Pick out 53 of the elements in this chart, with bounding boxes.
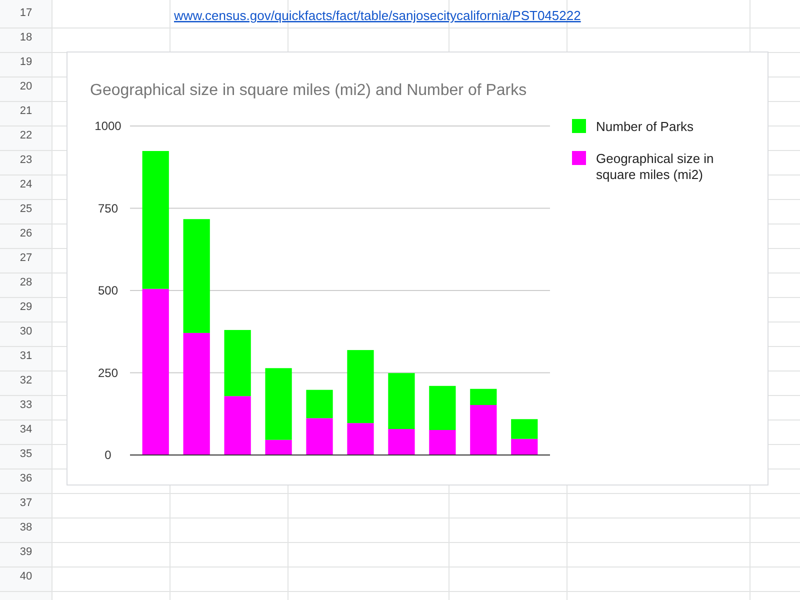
text: 18 xyxy=(20,32,32,44)
bar xyxy=(224,330,251,396)
text: 24 xyxy=(20,178,32,190)
y-tick-label: 1000 xyxy=(94,119,122,133)
y-tick-label: 500 xyxy=(98,284,118,298)
bar xyxy=(142,151,169,289)
text: 27 xyxy=(20,252,32,264)
y-tick-label: 750 xyxy=(98,201,118,216)
text: 28 xyxy=(20,276,32,288)
chart-title: Geographical size in square miles (mi2) and Number of Parks xyxy=(90,82,527,99)
bar xyxy=(511,438,538,455)
text: 19 xyxy=(20,56,32,68)
text: 38 xyxy=(20,522,32,534)
bar xyxy=(429,430,456,455)
text: 35 xyxy=(20,448,32,460)
bar xyxy=(306,418,333,455)
bar xyxy=(142,288,169,455)
bar xyxy=(306,390,333,418)
text: 39 xyxy=(20,546,32,558)
bar xyxy=(429,386,456,430)
bar xyxy=(388,373,415,430)
bar xyxy=(347,350,374,424)
bar xyxy=(183,219,210,333)
bar xyxy=(183,332,210,455)
text: 22 xyxy=(20,130,32,142)
text: 34 xyxy=(20,424,32,436)
text: www.census.gov/quickfacts/fact/table/sanjosecitycalifornia/PST045222 xyxy=(173,8,581,23)
bar xyxy=(265,440,292,455)
text: 30 xyxy=(20,326,32,338)
bar xyxy=(224,396,251,455)
text: 29 xyxy=(20,301,32,313)
text: 17 xyxy=(20,7,32,19)
text: 23 xyxy=(20,154,32,166)
text: 20 xyxy=(20,80,32,92)
text: 36 xyxy=(20,472,32,484)
text: 25 xyxy=(20,203,32,215)
text: 26 xyxy=(20,228,32,240)
bar xyxy=(388,429,415,455)
text: 21 xyxy=(20,105,32,117)
bar xyxy=(347,423,374,455)
bar xyxy=(265,368,292,440)
text: 31 xyxy=(20,350,32,362)
bar xyxy=(511,419,538,439)
bar xyxy=(470,404,497,455)
y-tick-label: 0 xyxy=(104,448,112,462)
text: 40 xyxy=(20,570,32,582)
legend-label: Geographical size in square miles (mi2) xyxy=(596,151,714,182)
text: 37 xyxy=(20,497,32,509)
text: 33 xyxy=(20,399,32,411)
y-tick-label: 250 xyxy=(98,366,118,380)
legend-label: Number of Parks xyxy=(596,119,694,134)
text: 32 xyxy=(20,374,32,386)
bar xyxy=(470,388,497,405)
